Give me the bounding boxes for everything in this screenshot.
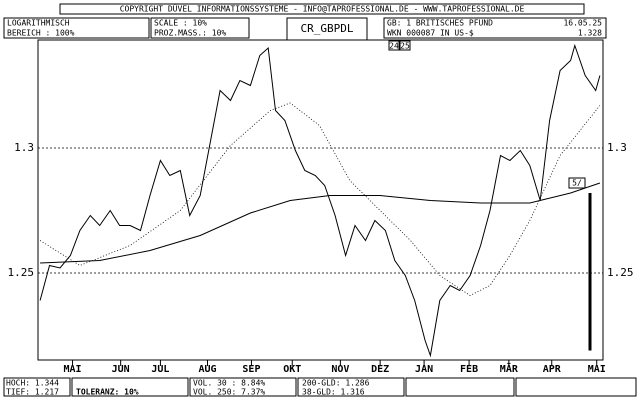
x-tick-label: FEB xyxy=(460,364,478,375)
tolerance: TOLERANZ: 10% xyxy=(76,388,139,397)
x-tick-label: DEZ xyxy=(371,364,389,375)
y-tick-label: 1.3 xyxy=(14,141,34,154)
footer-box xyxy=(71,377,189,397)
plot-frame xyxy=(37,39,604,361)
footer-box xyxy=(297,377,405,397)
x-tick-label: MÄR xyxy=(500,361,519,375)
x-tick-label: JAN xyxy=(415,364,433,375)
wkn: WKN 000087 IN US-$ xyxy=(387,29,474,38)
unit: GB: 1 BRITISCHES PFUND xyxy=(387,19,493,28)
info-box xyxy=(150,17,250,39)
vol250: VOL. 250: 7.37% xyxy=(193,388,265,397)
gld200: 200-GLD: 1.286 xyxy=(302,379,370,388)
gld38: 38-GLD: 1.316 xyxy=(302,388,365,397)
high: HOCH: 1.344 xyxy=(6,379,59,388)
copyright: COPYRIGHT DÜVEL INFORMATIONSSYSTEME - IN… xyxy=(120,4,525,14)
line-series xyxy=(39,43,601,358)
x-tick-label: MAI xyxy=(63,364,81,375)
x-tick-label: SEP xyxy=(242,364,260,375)
low: TIEF: 1.217 xyxy=(6,388,59,397)
scale-type: LOGARITHMISCH xyxy=(7,19,70,28)
year: 25 xyxy=(400,42,410,51)
footer-box xyxy=(189,377,297,397)
line-series xyxy=(40,182,601,264)
x-tick-label: NOV xyxy=(331,364,349,375)
x-tick-label: AUG xyxy=(198,364,216,375)
y-tick-label: 1.25 xyxy=(8,266,35,279)
chart-title: CR_GBPDL xyxy=(301,22,354,35)
x-tick-label: JUN xyxy=(112,364,130,375)
footer-box xyxy=(515,377,637,397)
x-tick-label: JUL xyxy=(151,364,169,375)
date: 16.05.25 xyxy=(563,19,602,28)
footer-box xyxy=(3,377,71,397)
y-tick-label: 1.3 xyxy=(607,141,627,154)
year-box xyxy=(399,40,411,51)
marker-label: 5/ xyxy=(572,179,582,188)
x-tick-label: APR xyxy=(543,364,562,375)
last-price: 1.328 xyxy=(578,29,602,38)
copyright-box xyxy=(59,3,585,15)
marker-box xyxy=(568,177,586,189)
x-tick-label: MAI xyxy=(588,364,606,375)
year-box xyxy=(388,40,400,51)
y-tick-label: 1.25 xyxy=(607,266,634,279)
vol30: VOL. 30 : 8.84% xyxy=(193,379,265,388)
scale: SCALE : 10% xyxy=(154,19,207,28)
range: BEREICH : 100% xyxy=(7,29,75,38)
proz: PROZ.MASS.: 10% xyxy=(154,29,226,38)
footer-box xyxy=(405,377,515,397)
x-tick-label: OKT xyxy=(283,364,301,375)
info-box xyxy=(3,17,150,39)
info-box xyxy=(383,17,607,39)
year: 24 xyxy=(389,42,399,51)
